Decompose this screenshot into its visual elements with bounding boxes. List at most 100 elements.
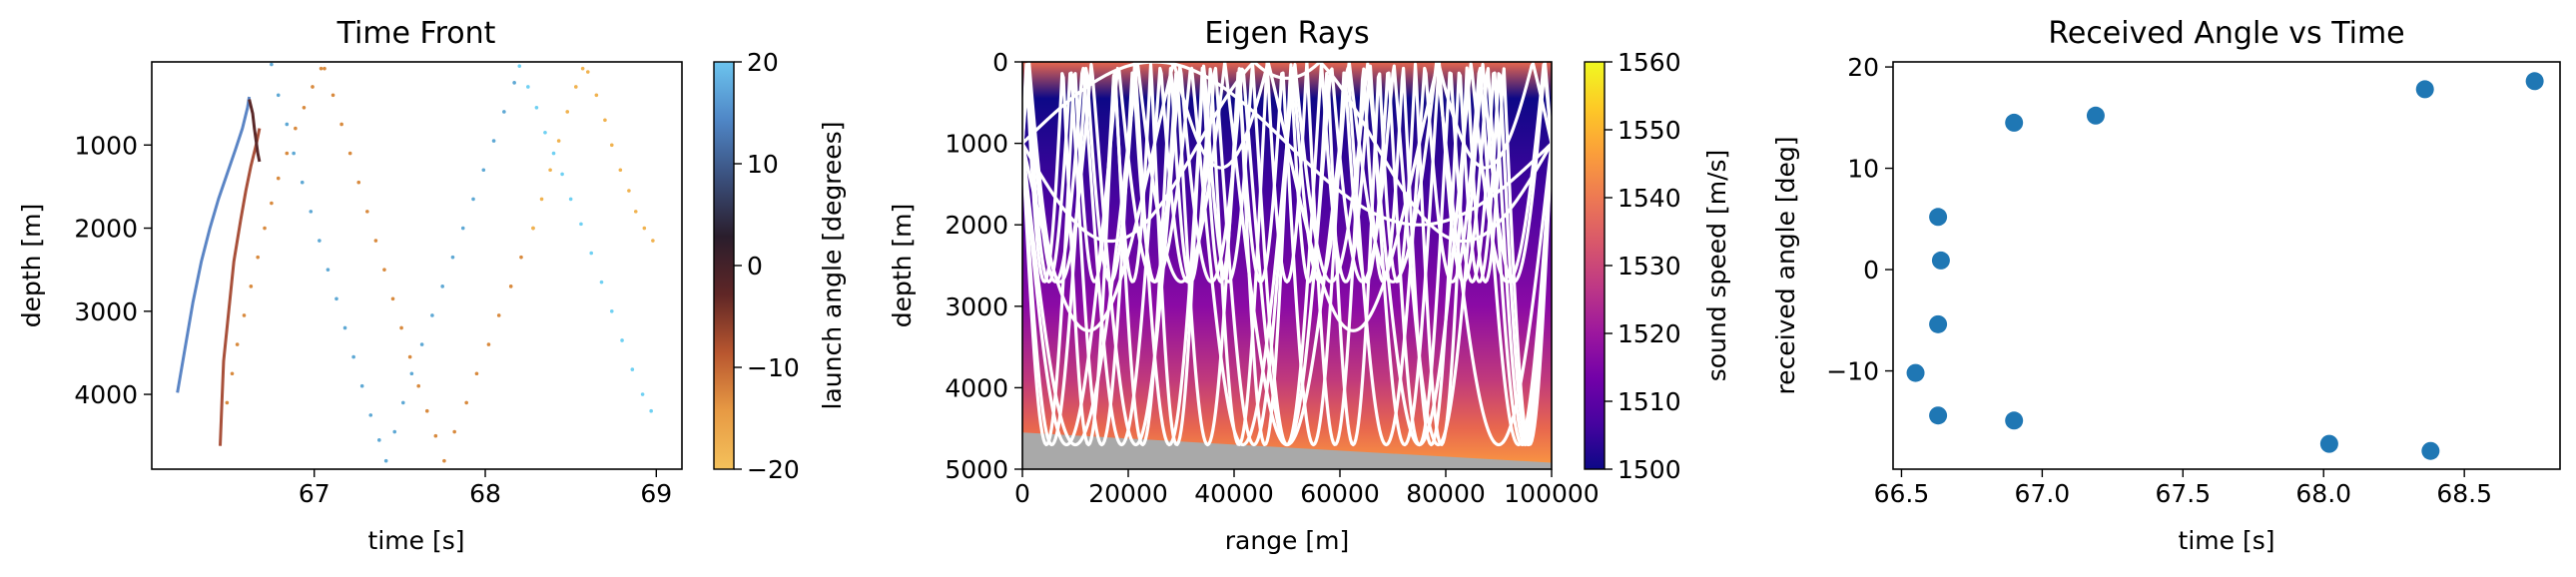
time-front-point xyxy=(399,325,403,330)
received-angle-point xyxy=(2086,106,2105,125)
sound-speed-colorbar xyxy=(1584,61,1606,470)
time-front-point xyxy=(649,408,653,413)
time-front-point xyxy=(556,139,561,143)
time-front-point xyxy=(642,226,647,231)
time-front-point xyxy=(416,383,421,388)
launch-angle-colorbar-tick-label: 10 xyxy=(747,150,779,179)
sound-speed-colorbar-tick-label: 1500 xyxy=(1617,455,1681,484)
launch-angle-colorbar-ticks: −20 −10 0 10 20 xyxy=(734,48,800,484)
time-front-point xyxy=(377,438,381,442)
eigen-rays-x-tick-label: 100000 xyxy=(1504,479,1599,508)
eigen-rays-x-label: range [m] xyxy=(1225,526,1350,555)
eigen-rays-x-tick-label: 40000 xyxy=(1194,479,1274,508)
time-front-point xyxy=(270,201,274,206)
time-front-point xyxy=(285,122,290,127)
received-angle-y-tick-label: 20 xyxy=(1847,53,1879,82)
time-front-point xyxy=(496,313,501,317)
time-front-point xyxy=(539,197,544,202)
time-front-point xyxy=(322,66,326,71)
time-front-point xyxy=(502,110,506,114)
time-front-point xyxy=(318,239,322,243)
time-front-point xyxy=(460,226,465,231)
time-front-point xyxy=(630,367,635,371)
time-front-point xyxy=(618,168,623,173)
time-front-point xyxy=(599,280,604,285)
time-front-point xyxy=(276,176,281,181)
time-front-axes-frame xyxy=(151,61,683,470)
time-front-point xyxy=(442,458,446,463)
time-front-point xyxy=(526,85,530,89)
received-angle-x-ticks: 66.5 67.0 67.5 68.0 68.5 xyxy=(1874,469,2492,508)
received-angle-point xyxy=(2421,441,2440,460)
time-front-point xyxy=(574,85,578,89)
time-front-point xyxy=(356,180,361,185)
time-front-point xyxy=(543,130,547,135)
time-front-point xyxy=(339,122,343,127)
received-angle-x-tick-label: 68.0 xyxy=(2295,479,2351,508)
received-angle-panel: Received Angle vs Time 66.5 67.0 67.5 68.0 6… xyxy=(1771,16,2561,555)
launch-angle-colorbar-tick-label: 20 xyxy=(747,48,779,77)
eigen-rays-y-label: depth [m] xyxy=(888,204,917,328)
time-front-point xyxy=(330,93,335,98)
time-front-point xyxy=(568,197,573,202)
time-front-point xyxy=(519,255,523,260)
time-front-point xyxy=(481,168,486,173)
eigen-rays-panel: Eigen Rays 0 20000 40000 60000 80000 100000 0… xyxy=(888,16,1731,555)
time-front-point xyxy=(270,62,274,67)
received-angle-point xyxy=(2319,434,2338,453)
time-front-point xyxy=(276,93,281,98)
received-angle-point xyxy=(2005,113,2024,132)
time-front-x-label: time [s] xyxy=(368,526,465,555)
sound-speed-colorbar-tick-label: 1560 xyxy=(1617,48,1681,77)
time-front-point xyxy=(407,354,412,359)
received-angle-y-ticks: −10 0 10 20 xyxy=(1826,53,1893,386)
time-front-point xyxy=(300,180,305,185)
time-front-point xyxy=(471,197,475,202)
time-front-x-tick-label: 68 xyxy=(469,479,501,508)
eigen-rays-title: Eigen Rays xyxy=(1204,16,1369,51)
time-front-y-ticks: 1000 2000 3000 4000 xyxy=(74,131,152,409)
eigen-rays-x-tick-label: 80000 xyxy=(1406,479,1486,508)
launch-angle-colorbar-tick-label: −10 xyxy=(747,353,800,382)
time-front-point xyxy=(249,285,254,288)
received-angle-y-tick-label: −10 xyxy=(1826,357,1879,386)
time-front-line xyxy=(176,96,252,393)
time-front-point xyxy=(450,255,455,260)
time-front-point xyxy=(486,342,491,346)
time-front-point xyxy=(620,338,624,342)
time-front-point xyxy=(512,81,516,85)
eigen-rays-y-tick-label: 0 xyxy=(992,48,1008,77)
time-front-point xyxy=(285,151,290,156)
time-front-x-ticks: 67 68 69 xyxy=(299,469,672,508)
time-front-line xyxy=(219,128,262,446)
time-front-point xyxy=(325,268,330,272)
time-front-point xyxy=(242,313,247,317)
time-front-point xyxy=(390,296,395,301)
seabed xyxy=(1022,432,1552,469)
eigen-rays-x-tick-label: 60000 xyxy=(1300,479,1380,508)
time-front-title: Time Front xyxy=(336,16,496,51)
received-angle-x-label: time [s] xyxy=(2179,526,2275,555)
time-front-point xyxy=(603,118,607,123)
time-front-point xyxy=(383,458,388,463)
time-front-point xyxy=(433,433,438,438)
eigen-rays-y-tick-label: 4000 xyxy=(945,373,1008,402)
sound-speed-colorbar-tick-label: 1550 xyxy=(1617,116,1681,145)
time-front-point xyxy=(579,222,583,227)
received-angle-x-tick-label: 66.5 xyxy=(1874,479,1930,508)
time-front-point xyxy=(409,371,414,376)
eigen-rays-axes-frame xyxy=(1021,61,1553,470)
time-front-point xyxy=(452,429,456,434)
received-angle-title: Received Angle vs Time xyxy=(2048,16,2404,51)
received-angle-x-tick-label: 67.5 xyxy=(2155,479,2211,508)
received-angle-point xyxy=(2005,411,2024,430)
time-front-point xyxy=(311,85,315,89)
eigen-rays-y-tick-label: 3000 xyxy=(945,292,1008,321)
received-angle-points xyxy=(1906,72,2544,460)
time-front-point xyxy=(263,226,267,231)
received-angle-y-label: received angle [deg] xyxy=(1771,136,1800,394)
time-front-point xyxy=(230,371,235,376)
time-front-point xyxy=(633,210,638,214)
time-front-point xyxy=(440,285,444,288)
